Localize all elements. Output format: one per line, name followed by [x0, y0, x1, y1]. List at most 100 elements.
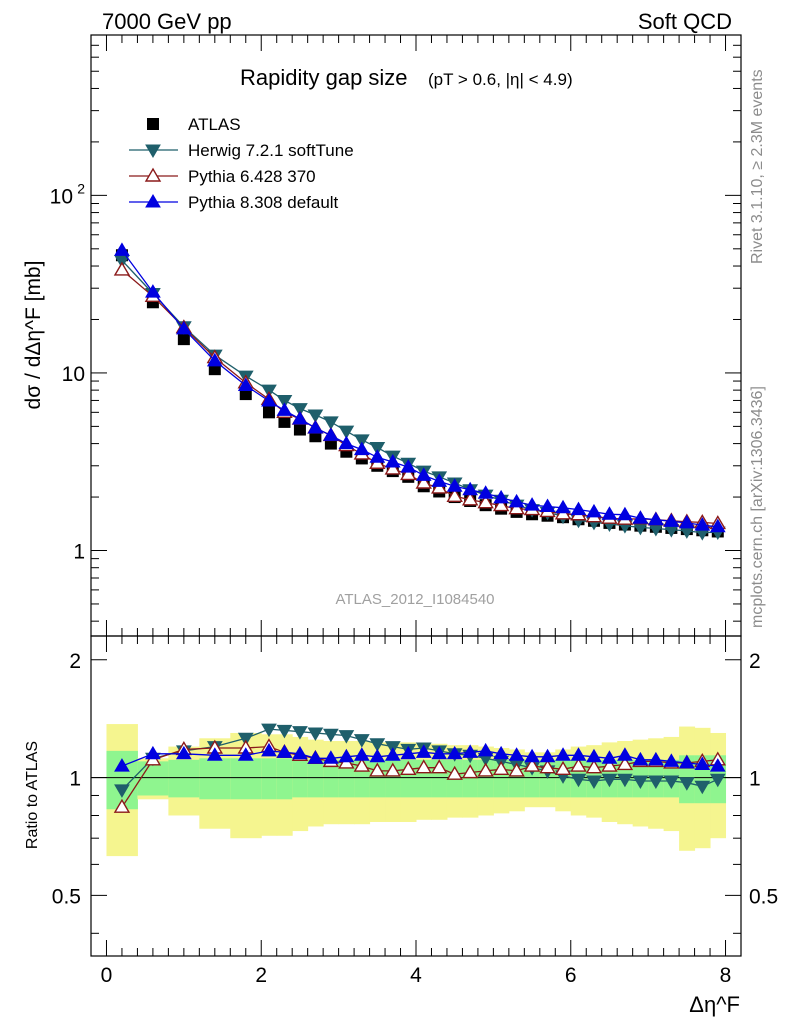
ratio-point: [338, 730, 355, 744]
main-series-0: [115, 249, 724, 538]
ratio-point: [353, 747, 370, 761]
ratio-point: [461, 764, 479, 779]
ratio-point: [709, 773, 726, 788]
main-point: [617, 506, 633, 521]
ratio-point: [446, 745, 463, 760]
ratio-point: [415, 759, 432, 774]
main-point: [462, 481, 479, 496]
ratio-point: [446, 765, 463, 780]
ratio-point: [237, 747, 254, 761]
ratio-point: [694, 780, 711, 795]
ratio-point: [632, 775, 649, 789]
ratio-point: [539, 759, 556, 774]
ratio-axes: 0.5 0.5 1 1 2 2 0 2 4 6 8: [52, 635, 778, 987]
main-point: [477, 485, 494, 499]
ratio-point: [400, 760, 417, 775]
ratio-series-layer: [113, 723, 727, 813]
main-series-3: [114, 242, 726, 533]
main-point: [276, 394, 293, 409]
x-tick-label: 4: [410, 964, 422, 987]
main-point: [431, 473, 448, 487]
ratio-point: [524, 748, 540, 763]
ratio-point: [508, 747, 525, 761]
analysis-watermark: ATLAS_2012_I1084540: [335, 591, 494, 608]
ratio-point: [431, 745, 448, 760]
main-point: [261, 392, 277, 407]
main-point: [400, 466, 417, 481]
x-axis-label: Δη^F: [689, 992, 740, 1017]
ratio-point: [307, 750, 324, 764]
ratio-y-tick-label-right: 0.5: [749, 885, 778, 908]
ratio-point: [554, 760, 572, 775]
x-tick-label: 2: [255, 964, 267, 987]
main-point: [694, 517, 711, 531]
main-point: [601, 506, 618, 520]
ratio-point: [477, 762, 494, 777]
main-point: [293, 423, 306, 436]
ratio-point: [415, 744, 432, 758]
ratio-point: [384, 747, 401, 761]
ratio-point: [307, 727, 324, 741]
main-point: [508, 493, 525, 508]
main-series-1: [114, 254, 726, 541]
ratio-point: [353, 734, 370, 748]
ratio-y-tick-label-right: 2: [749, 650, 761, 673]
ratio-point: [276, 724, 293, 739]
legend-marker: [145, 144, 161, 158]
ratio-y-axis-label: Ratio to ATLAS: [24, 741, 41, 849]
ratio-point: [586, 748, 602, 763]
main-point: [323, 427, 339, 441]
main-point: [206, 352, 223, 367]
main-point: [384, 460, 402, 475]
legend-label: Herwig 7.2.1 softTune: [188, 141, 354, 160]
process-label: Soft QCD: [638, 9, 732, 34]
main-point: [307, 419, 324, 434]
ratio-point: [292, 745, 308, 760]
ratio-point: [601, 773, 618, 788]
ratio-point: [369, 748, 386, 763]
ratio-band-inner: [323, 759, 340, 798]
main-point: [709, 518, 726, 533]
main-point: [586, 503, 602, 518]
main-y-tick-label: 10: [62, 363, 85, 386]
ratio-point: [400, 745, 417, 760]
ratio-band-inner: [230, 758, 262, 800]
ratio-point: [601, 750, 618, 764]
main-y-axis-label: dσ / dΔη^F [mb]: [22, 261, 45, 410]
main-point: [493, 489, 509, 504]
main-point: [276, 402, 293, 416]
ratio-point: [678, 777, 695, 791]
ratio-point: [632, 751, 649, 766]
main-point: [539, 498, 556, 512]
ratio-point: [477, 742, 494, 757]
ratio-point: [663, 753, 680, 767]
main-point: [508, 500, 525, 515]
ratio-band-inner: [338, 759, 355, 798]
ratio-point: [601, 757, 618, 772]
ratio-point: [261, 742, 277, 757]
main-point: [492, 497, 510, 512]
ratio-point: [570, 747, 587, 761]
x-tick-label: 6: [565, 964, 577, 987]
ratio-point: [539, 748, 556, 763]
ratio-point: [369, 738, 386, 752]
ratio-panel: 0.5 0.5 1 1 2 2 0 2 4 6 8 Ratio to ATLAS Δη^F: [24, 635, 778, 1017]
ratio-y-tick-label: 2: [69, 650, 81, 673]
main-series-2: [113, 261, 727, 530]
ratio-point: [261, 723, 277, 738]
main-point: [446, 478, 463, 492]
main-point: [262, 406, 275, 419]
ratio-point: [113, 798, 131, 813]
ratio-point: [523, 757, 541, 772]
ratio-point: [585, 759, 603, 774]
legend-marker: [145, 194, 161, 208]
main-point: [114, 242, 130, 256]
main-point: [278, 415, 291, 428]
main-point: [113, 261, 131, 276]
ratio-point: [492, 760, 510, 775]
main-point: [292, 411, 308, 425]
ratio-point: [145, 745, 161, 760]
ratio-point: [709, 758, 726, 772]
